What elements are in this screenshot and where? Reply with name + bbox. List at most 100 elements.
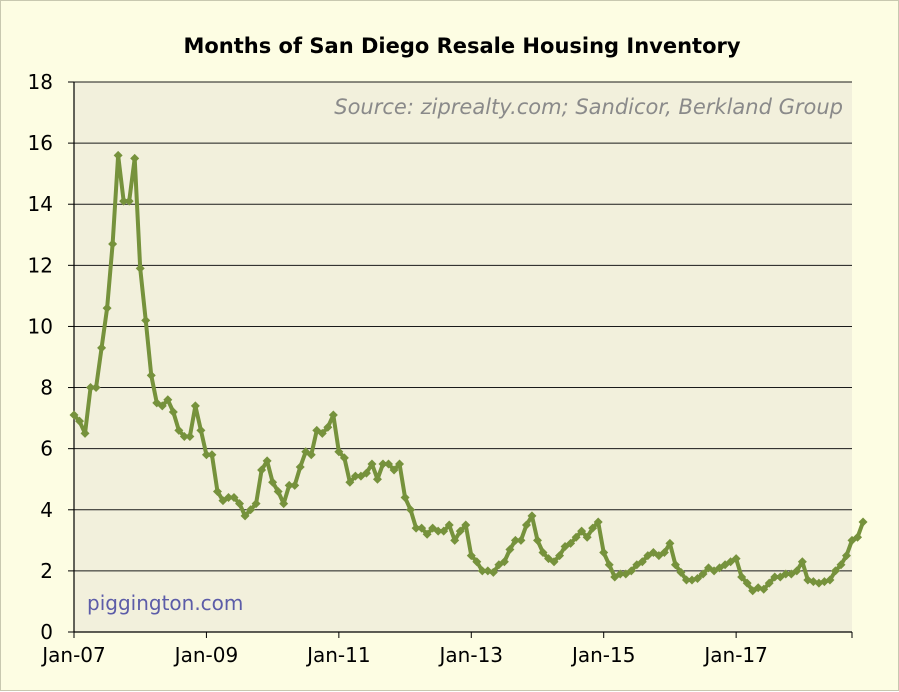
- data-point: [102, 303, 112, 313]
- chart-title: Months of San Diego Resale Housing Inven…: [183, 34, 740, 58]
- y-tick-label: 12: [28, 253, 53, 277]
- data-point: [279, 499, 289, 509]
- data-point: [235, 499, 245, 509]
- data-point: [836, 560, 846, 570]
- data-point: [510, 535, 520, 545]
- data-point: [797, 557, 807, 567]
- data-point: [212, 486, 222, 496]
- data-point: [69, 410, 79, 420]
- data-point: [841, 551, 851, 561]
- data-point: [566, 538, 576, 548]
- data-point: [582, 532, 592, 542]
- data-point: [853, 532, 863, 542]
- data-point: [781, 569, 791, 579]
- y-tick-label: 18: [28, 70, 53, 94]
- data-point: [450, 535, 460, 545]
- data-point: [306, 450, 316, 460]
- data-point: [759, 584, 769, 594]
- data-point: [477, 566, 487, 576]
- axes: [73, 82, 853, 638]
- data-point: [119, 196, 129, 206]
- data-point: [604, 560, 614, 570]
- data-point: [770, 572, 780, 582]
- data-point: [157, 401, 167, 411]
- data-point: [251, 499, 261, 509]
- x-tick-label: Jan-11: [305, 643, 371, 667]
- y-tick-label: 0: [40, 620, 53, 644]
- data-point: [505, 545, 515, 554]
- data-point: [163, 395, 173, 405]
- data-point: [201, 450, 211, 460]
- data-point: [229, 493, 239, 503]
- data-point: [588, 523, 598, 533]
- data-point: [113, 150, 123, 160]
- data-point: [615, 569, 625, 579]
- data-point: [527, 511, 537, 521]
- data-point: [499, 557, 509, 567]
- data-point: [858, 517, 868, 527]
- data-point: [433, 526, 443, 536]
- data-point: [146, 370, 156, 380]
- data-point: [472, 557, 482, 567]
- data-point: [361, 468, 371, 478]
- data-point: [693, 574, 703, 584]
- data-point: [246, 505, 256, 515]
- y-tick-label: 14: [28, 192, 53, 216]
- data-point: [659, 548, 669, 558]
- data-point: [273, 486, 283, 496]
- x-tick-label: Jan-09: [173, 643, 239, 667]
- data-point: [830, 566, 840, 576]
- data-point: [91, 383, 101, 393]
- data-point: [400, 493, 410, 503]
- data-point: [328, 410, 338, 420]
- data-point: [367, 459, 377, 469]
- x-tick-label: Jan-07: [40, 643, 106, 667]
- data-point: [262, 456, 272, 466]
- y-tick-label: 6: [40, 437, 53, 461]
- data-point: [75, 416, 85, 426]
- data-point: [422, 529, 432, 539]
- data-point: [577, 526, 587, 536]
- data-point: [395, 459, 405, 469]
- data-point: [317, 428, 327, 438]
- data-point: [389, 465, 399, 475]
- data-point: [257, 465, 267, 475]
- data-point: [764, 578, 774, 588]
- data-point: [334, 447, 344, 457]
- data-point: [444, 520, 454, 530]
- data-point: [80, 428, 90, 438]
- data-point: [532, 535, 542, 545]
- data-point: [676, 567, 686, 577]
- data-point: [141, 315, 151, 325]
- data-point: [295, 462, 305, 472]
- data-point: [439, 526, 449, 536]
- data-point: [681, 575, 691, 585]
- data-point: [284, 480, 294, 490]
- data-point: [196, 425, 206, 435]
- data-point: [731, 554, 741, 564]
- data-point: [571, 532, 581, 542]
- data-point: [698, 569, 708, 579]
- watermark-text: piggington.com: [87, 591, 243, 615]
- y-axis-ticks: 0 2 4 6 8 10 12 14 16 18: [28, 70, 74, 644]
- data-point: [461, 520, 471, 530]
- source-annotation: Source: ziprealty.com; Sandicor, Berklan…: [334, 95, 843, 119]
- data-point: [124, 196, 134, 206]
- data-point: [417, 523, 427, 533]
- data-point: [130, 153, 140, 163]
- data-point: [378, 459, 388, 469]
- data-point: [179, 431, 189, 441]
- data-point: [174, 425, 184, 435]
- data-point: [488, 567, 498, 577]
- data-point: [86, 383, 96, 393]
- data-point: [240, 511, 250, 521]
- y-tick-label: 16: [28, 131, 53, 155]
- data-point: [792, 566, 802, 576]
- data-point: [97, 343, 107, 353]
- plot-area: [74, 82, 852, 632]
- data-point: [339, 453, 349, 463]
- data-point: [466, 551, 476, 561]
- data-point: [168, 407, 178, 417]
- data-point: [737, 572, 747, 582]
